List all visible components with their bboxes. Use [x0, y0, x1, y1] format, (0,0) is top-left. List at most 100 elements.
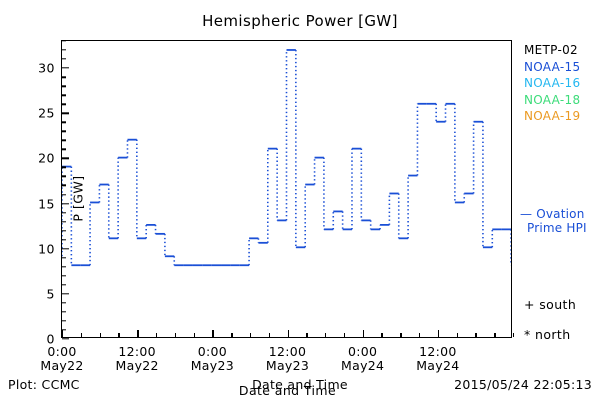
y-tick-mark-minor [62, 302, 66, 304]
x-tick-mark-minor [400, 333, 402, 337]
x-tick-date: May24 [416, 358, 460, 373]
x-tick-mark-minor [419, 333, 421, 337]
x-tick-mark-minor [381, 333, 383, 337]
y-tick-mark-minor [62, 175, 66, 178]
x-tick-mark-minor [80, 333, 83, 337]
x-tick-time: 0:00 [348, 344, 378, 359]
x-tick-label: 12:00 May24 [416, 345, 459, 373]
y-tick-mark-minor [62, 193, 66, 196]
x-tick-date: May23 [190, 358, 234, 373]
y-tick-mark [62, 157, 69, 160]
y-tick-mark-minor [62, 266, 66, 268]
marker-legend-north: * north [524, 327, 571, 342]
y-tick-label: 25 [38, 105, 55, 121]
y-tick-mark-minor [62, 184, 66, 187]
legend-item-metp-02: METP-02 [524, 43, 578, 57]
y-tick-mark-minor [62, 166, 66, 169]
x-tick-mark-minor [99, 333, 101, 337]
x-tick-label: 0:00 May22 [40, 345, 83, 373]
x-tick-mark [137, 330, 139, 337]
marker-legend-south: + south [524, 297, 577, 312]
y-tick-mark-minor [62, 229, 66, 232]
x-tick-mark-minor [155, 333, 158, 337]
y-tick-mark [62, 112, 69, 114]
x-tick-mark-minor [174, 333, 177, 337]
y-tick-mark-minor [62, 311, 66, 313]
x-tick-date: May22 [115, 358, 159, 373]
x-tick-date: May22 [40, 358, 84, 373]
y-tick-mark-minor [62, 320, 66, 322]
x-tick-time: 12:00 [118, 344, 156, 359]
y-tick-label: 5 [46, 286, 55, 302]
x-tick-mark-minor [325, 333, 327, 337]
x-tick-label: 0:00 May24 [341, 345, 384, 373]
y-tick-mark-minor [62, 94, 66, 96]
footer-plot-credit: Plot: CCMC [8, 377, 80, 392]
y-tick-mark [62, 202, 69, 205]
x-tick-date: May24 [341, 358, 385, 373]
x-tick-mark-minor [475, 333, 477, 337]
x-tick-mark-minor [306, 333, 308, 337]
y-axis-label: P [GW] [70, 175, 86, 222]
x-tick-mark [212, 330, 214, 337]
y-tick-mark-minor [62, 238, 66, 241]
y-tick-mark-minor [62, 257, 66, 259]
x-tick-label: 12:00 May22 [116, 345, 159, 373]
y-tick-mark [62, 67, 69, 69]
y-tick-mark-minor [62, 148, 66, 151]
x-tick-mark-minor [268, 333, 271, 337]
ovation-annotation: — Ovation Prime HPI [520, 207, 600, 235]
y-tick-label: 10 [38, 241, 55, 257]
x-tick-mark-minor [231, 333, 233, 337]
x-tick-time: 0:00 [197, 344, 227, 359]
y-tick-label: 0 [46, 331, 55, 347]
x-tick-time: 12:00 [268, 344, 307, 359]
footer-timestamp: 2015/05/24 22:05:13 [454, 377, 592, 392]
x-tick-mark [287, 330, 289, 337]
x-tick-time: 12:00 [419, 344, 457, 359]
x-tick-mark [437, 330, 440, 337]
x-tick-mark [62, 330, 64, 337]
data-plot [62, 49, 511, 267]
y-tick-mark-minor [62, 121, 66, 123]
series-0 [62, 49, 511, 267]
y-tick-mark-minor [62, 220, 66, 223]
ovation-line-1: — Ovation [520, 207, 585, 221]
ovation-line-2: Prime HPI [527, 220, 587, 235]
y-tick-mark-minor [62, 139, 66, 142]
y-tick-mark-minor [62, 85, 66, 87]
x-axis-label: Date and Time [238, 383, 337, 398]
x-tick-mark-minor [249, 333, 252, 337]
y-tick-mark-minor [62, 284, 66, 286]
x-tick-mark-minor [513, 333, 515, 337]
y-tick-label: 30 [38, 60, 55, 76]
x-tick-label: 0:00 May23 [191, 345, 234, 373]
y-tick-mark-minor [62, 130, 66, 132]
plot-area: P [GW] 0 5 10 15 20 25 30 0:00 May22 12:00 May22 0… [38, 40, 515, 398]
x-tick-time: 0:00 [47, 344, 77, 359]
x-tick-mark-minor [343, 333, 346, 337]
legend-item-noaa-16: NOAA-16 [524, 76, 581, 90]
y-tick-mark-minor [62, 275, 66, 277]
legend-item-noaa-19: NOAA-19 [524, 109, 581, 123]
y-tick-mark [62, 293, 69, 295]
legend-item-noaa-15: NOAA-15 [524, 59, 581, 74]
y-tick-mark-minor [62, 76, 66, 78]
x-tick-mark-minor [118, 333, 120, 337]
y-tick-mark-minor [62, 49, 66, 51]
legend: METP-02 NOAA-15 NOAA-16 NOAA-18 NOAA-19 [524, 42, 600, 125]
y-tick-mark-minor [62, 103, 66, 105]
y-tick-mark-minor [62, 40, 66, 42]
x-tick-mark-minor [456, 333, 459, 337]
y-tick-label: 20 [38, 150, 55, 166]
y-tick-mark-minor [62, 329, 66, 331]
y-tick-mark-minor [62, 211, 66, 214]
legend-item-noaa-18: NOAA-18 [524, 92, 581, 107]
x-tick-mark [362, 330, 365, 337]
y-tick-mark [62, 338, 69, 340]
footer-center-label: Date and Time [252, 377, 348, 392]
y-tick-mark-minor [62, 58, 66, 60]
x-tick-mark-minor [193, 333, 195, 337]
chart-title: Hemispheric Power [GW] [202, 12, 398, 30]
